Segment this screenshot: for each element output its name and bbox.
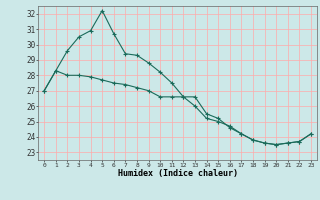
X-axis label: Humidex (Indice chaleur): Humidex (Indice chaleur) — [118, 169, 238, 178]
